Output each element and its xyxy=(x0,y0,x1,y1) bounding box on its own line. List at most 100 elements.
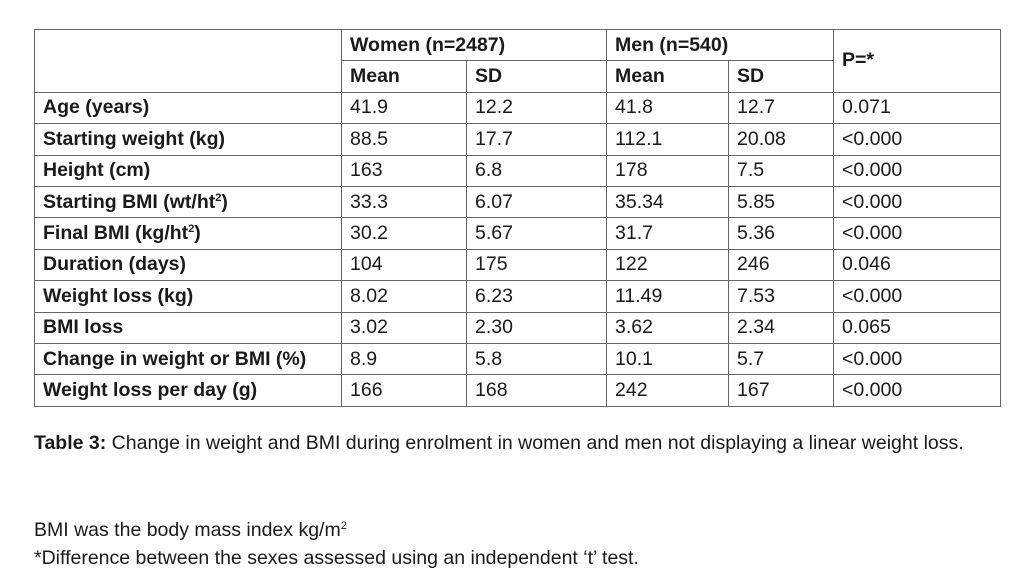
cell-p-value: 0.065 xyxy=(833,311,1001,344)
row-label-text: Weight loss (kg) xyxy=(43,284,194,307)
group-header-women: Women (n=2487) xyxy=(341,28,607,62)
row-label: Starting BMI (wt/ht2) xyxy=(34,185,342,219)
cell-women-sd: 17.7 xyxy=(466,123,607,156)
row-label: Duration (days) xyxy=(34,248,342,282)
cell-women-sd: 175 xyxy=(466,248,607,282)
cell-p-value: <0.000 xyxy=(833,280,1001,313)
cell-men-sd: 7.53 xyxy=(728,280,834,313)
table-row: Weight loss (kg) 8.02 6.23 11.49 7.53 <0.000 xyxy=(34,280,1001,313)
subheader-men-sd: SD xyxy=(728,60,834,93)
table-row: Starting BMI (wt/ht2) 33.3 6.07 35.34 5.85 <0… xyxy=(34,185,1001,219)
cell-men-mean: 3.62 xyxy=(606,311,729,344)
group-header-row: Women (n=2487) Men (n=540) P=* xyxy=(34,28,1001,93)
cell-women-mean: 33.3 xyxy=(341,185,467,219)
cell-women-sd: 5.67 xyxy=(466,217,607,250)
cell-p-value: <0.000 xyxy=(833,374,1001,407)
row-label: Height (cm) xyxy=(34,154,342,187)
cell-men-mean: 122 xyxy=(606,248,729,282)
row-label: Final BMI (kg/ht2) xyxy=(34,217,342,250)
cell-men-sd: 5.36 xyxy=(728,217,834,250)
cell-women-mean: 163 xyxy=(341,154,467,187)
cell-men-mean: 11.49 xyxy=(606,280,729,313)
row-label-text: Duration (days) xyxy=(43,253,187,276)
table-row: BMI loss 3.02 2.30 3.62 2.34 0.065 xyxy=(34,311,1001,344)
cell-men-mean: 31.7 xyxy=(606,217,729,250)
cell-men-sd: 5.85 xyxy=(728,185,834,219)
row-label: Weight loss per day (g) xyxy=(34,374,342,407)
cell-men-sd: 12.7 xyxy=(728,91,834,125)
row-label: BMI loss xyxy=(34,311,342,344)
cell-women-sd: 6.23 xyxy=(466,280,607,313)
bmi-note-superscript: 2 xyxy=(340,520,347,532)
cell-men-sd: 2.34 xyxy=(728,311,834,344)
cell-women-sd: 5.8 xyxy=(466,342,607,376)
cell-p-value: <0.000 xyxy=(833,342,1001,376)
row-label-text: Weight loss per day (g) xyxy=(43,378,258,401)
cell-men-mean: 242 xyxy=(606,374,729,407)
results-table: Women (n=2487) Men (n=540) P=* Mean SD M… xyxy=(34,28,1001,407)
cell-men-sd: 7.5 xyxy=(728,154,834,187)
row-label-text: Height (cm) xyxy=(43,159,151,182)
subheader-row: Mean SD Mean SD xyxy=(35,60,1001,93)
row-label: Change in weight or BMI (%) xyxy=(34,342,342,376)
cell-men-mean: 35.34 xyxy=(606,185,729,219)
cell-women-sd: 168 xyxy=(466,374,607,407)
cell-women-sd: 12.2 xyxy=(466,91,607,125)
row-label-text: Change in weight or BMI (%) xyxy=(43,347,307,370)
p-value-header: P=* xyxy=(833,29,1001,93)
table-row: Duration (days) 104 175 122 246 0.046 xyxy=(34,248,1001,282)
table-row: Final BMI (kg/ht2) 30.2 5.67 31.7 5.36 <0.000 xyxy=(34,217,1001,250)
cell-women-mean: 30.2 xyxy=(341,217,467,250)
row-label-superscript: 2 xyxy=(188,223,195,236)
cell-women-mean: 8.02 xyxy=(341,280,467,313)
cell-p-value: <0.000 xyxy=(833,154,1001,187)
cell-men-mean: 41.8 xyxy=(606,91,729,125)
cell-p-value: <0.000 xyxy=(833,217,1001,250)
table-body: Age (years) 41.9 12.2 41.8 12.7 0.071 Starting… xyxy=(34,91,1001,407)
cell-women-mean: 166 xyxy=(341,374,467,407)
cell-women-sd: 6.8 xyxy=(466,154,607,187)
group-header-men: Men (n=540) xyxy=(606,28,834,62)
corner-cell xyxy=(34,29,342,93)
bmi-note: BMI was the body mass index kg/m2 xyxy=(34,513,347,543)
row-label-text: BMI loss xyxy=(43,316,124,339)
cell-women-mean: 8.9 xyxy=(341,342,467,376)
cell-women-mean: 88.5 xyxy=(341,123,467,156)
row-label-text: Starting weight (kg) xyxy=(43,127,225,150)
row-label-suffix: ) xyxy=(221,190,228,213)
row-label-text: Age (years) xyxy=(43,96,150,119)
row-label: Starting weight (kg) xyxy=(34,123,342,156)
cell-p-value: <0.000 xyxy=(833,123,1001,156)
cell-men-sd: 246 xyxy=(728,248,834,282)
subheader-women-sd: SD xyxy=(466,60,607,93)
table-row: Starting weight (kg) 88.5 17.7 112.1 20.08 <0… xyxy=(34,123,1001,156)
row-label-text: Final BMI (kg/ht xyxy=(43,222,189,245)
cell-women-mean: 104 xyxy=(341,248,467,282)
bmi-note-text: BMI was the body mass index kg/m xyxy=(34,519,341,541)
cell-men-mean: 112.1 xyxy=(606,123,729,156)
cell-men-sd: 5.7 xyxy=(728,342,834,376)
row-label: Weight loss (kg) xyxy=(34,280,342,313)
subheader-women-mean: Mean xyxy=(341,60,467,93)
row-label: Age (years) xyxy=(34,91,342,125)
row-label-superscript: 2 xyxy=(215,191,222,204)
subheader-men-mean: Mean xyxy=(606,60,729,93)
caption-text: Change in weight and BMI during enrolmen… xyxy=(106,432,964,454)
row-label-text: Starting BMI (wt/ht xyxy=(43,190,216,213)
table-row: Weight loss per day (g) 166 168 242 167 <0.00… xyxy=(34,374,1001,407)
table-row: Change in weight or BMI (%) 8.9 5.8 10.1 5.7… xyxy=(34,342,1001,376)
table-row: Age (years) 41.9 12.2 41.8 12.7 0.071 xyxy=(34,91,1001,125)
cell-men-mean: 178 xyxy=(606,154,729,187)
cell-men-sd: 167 xyxy=(728,374,834,407)
cell-men-mean: 10.1 xyxy=(606,342,729,376)
table-caption: Table 3: Change in weight and BMI during… xyxy=(34,427,1009,459)
table-row: Height (cm) 163 6.8 178 7.5 <0.000 xyxy=(34,154,1001,187)
cell-women-mean: 3.02 xyxy=(341,311,467,344)
cell-p-value: 0.071 xyxy=(833,91,1001,125)
cell-women-mean: 41.9 xyxy=(341,91,467,125)
row-label-suffix: ) xyxy=(194,222,201,245)
caption-label: Table 3: xyxy=(34,432,107,454)
cell-p-value: <0.000 xyxy=(833,185,1001,219)
cell-p-value: 0.046 xyxy=(833,248,1001,282)
cell-women-sd: 6.07 xyxy=(466,185,607,219)
